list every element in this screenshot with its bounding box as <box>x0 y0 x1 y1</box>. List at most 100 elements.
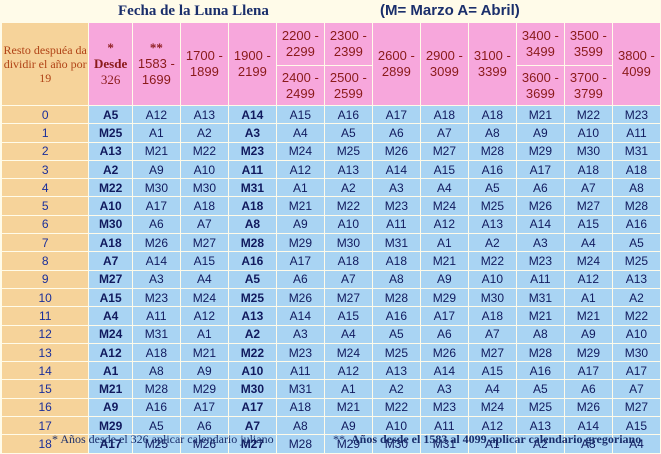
table-cell: M28 <box>228 234 276 252</box>
row-remainder: 17 <box>2 417 89 435</box>
table-cell: A14 <box>516 215 564 234</box>
table-cell: A18 <box>324 252 372 270</box>
table-cell: A9 <box>420 270 468 288</box>
table-row: 17 M29 A5 A6 A7 A8 A9 A10 A11 A12 A13 A14 A15 <box>2 417 660 435</box>
table-cell: A13 <box>516 417 564 435</box>
table-cell: A11 <box>228 160 276 179</box>
row-remainder: 8 <box>2 252 89 270</box>
table-cell: A9 <box>180 362 228 380</box>
table-cell: A5 <box>612 234 660 252</box>
table-cell: A18 <box>132 343 180 362</box>
table-cell: M27 <box>180 234 228 252</box>
table-cell: M23 <box>420 398 468 417</box>
table-cell: A11 <box>372 215 420 234</box>
table-row: 5 A10 A17 A18 A18 M21 M22 M23 M24 M25 M26 M27 M28 <box>2 197 660 215</box>
table-cell: A10 <box>468 270 516 288</box>
table-cell: A5 <box>228 270 276 288</box>
table-cell: A1 <box>276 179 324 197</box>
header-range: 2600 - 2899 <box>372 23 420 105</box>
table-cell: A17 <box>276 252 324 270</box>
table-cell: A17 <box>228 398 276 417</box>
table-cell: M29 <box>564 343 612 362</box>
table-cell: A14 <box>372 160 420 179</box>
table-row: 11 A4 A11 A12 A13 A14 A15 A16 A17 A18 M21 M21 M22 <box>2 307 660 325</box>
table-cell: A16 <box>228 252 276 270</box>
table-cell: M26 <box>420 343 468 362</box>
table-cell: A12 <box>180 307 228 325</box>
table-cell: A1 <box>89 362 132 380</box>
table-row: 12 M24 M31 A1 A2 A3 A4 A5 A6 A7 A8 A9 A10 <box>2 325 660 343</box>
table-cell: A18 <box>228 197 276 215</box>
header-range: 2400 - 2499 <box>276 66 324 105</box>
table-cell: A4 <box>468 380 516 398</box>
table-cell: A10 <box>324 215 372 234</box>
table-cell: M26 <box>372 142 420 160</box>
table-cell: M29 <box>516 142 564 160</box>
table-cell: M30 <box>89 215 132 234</box>
table-cell: A5 <box>372 325 420 343</box>
table-cell: M31 <box>612 142 660 160</box>
table-cell: A15 <box>564 215 612 234</box>
table-cell: A18 <box>564 160 612 179</box>
table-cell: M24 <box>420 197 468 215</box>
table-cell: M27 <box>228 435 276 453</box>
table-cell: A17 <box>420 307 468 325</box>
table-cell: A18 <box>276 398 324 417</box>
header-julian-mark: * <box>107 40 114 55</box>
table-cell: M27 <box>324 288 372 307</box>
table-cell: A17 <box>89 435 132 453</box>
table-cell: M21 <box>276 197 324 215</box>
table-cell: A17 <box>564 362 612 380</box>
table-cell: A7 <box>564 179 612 197</box>
table-row: 14 A1 A8 A9 A10 A11 A12 A13 A14 A15 A16 A17 A17 <box>2 362 660 380</box>
row-remainder: 5 <box>2 197 89 215</box>
header-range: 3400 - 3499 <box>516 23 564 65</box>
table-cell: A17 <box>372 106 420 124</box>
table-cell: M28 <box>612 197 660 215</box>
table-row: 1 M25 A1 A2 A3 A4 A5 A6 A7 A8 A9 A10 A11 <box>2 124 660 142</box>
header-range: 3600 - 3699 <box>516 66 564 105</box>
table-cell: M22 <box>180 142 228 160</box>
table-cell: A8 <box>516 325 564 343</box>
table-cell: A13 <box>468 215 516 234</box>
table-cell: M25 <box>468 197 516 215</box>
table-cell: A12 <box>89 343 132 362</box>
header-range: 2200 - 2299 <box>276 23 324 65</box>
table-cell: M29 <box>89 417 132 435</box>
table-cell: M30 <box>612 343 660 362</box>
table-cell: A18 <box>612 160 660 179</box>
table-cell: A14 <box>228 106 276 124</box>
title-row: Fecha de la Luna Llena (M= Marzo A= Abri… <box>0 0 661 24</box>
table-cell: A4 <box>564 234 612 252</box>
table-cell: A2 <box>89 160 132 179</box>
table-cell: M31 <box>276 380 324 398</box>
table-cell: A11 <box>132 307 180 325</box>
table-cell: A16 <box>132 398 180 417</box>
table-cell: A5 <box>516 380 564 398</box>
table-cell: A12 <box>420 215 468 234</box>
table-cell: A9 <box>516 124 564 142</box>
table-cell: M22 <box>468 252 516 270</box>
table-cell: M21 <box>89 380 132 398</box>
table-cell: A8 <box>228 215 276 234</box>
table-cell: A6 <box>420 325 468 343</box>
table-cell: A7 <box>612 380 660 398</box>
table-cell: M30 <box>180 179 228 197</box>
table-cell: M24 <box>324 343 372 362</box>
table-cell: M24 <box>276 142 324 160</box>
table-cell: M26 <box>564 398 612 417</box>
table-cell: A8 <box>372 270 420 288</box>
footer-note-julian: * Años desde el 326 aplicar calendario j… <box>52 432 274 446</box>
table-row: 16 A9 A16 A17 A17 A18 M21 M22 M23 M24 M25 M26 M27 <box>2 398 660 417</box>
table-cell: M27 <box>612 398 660 417</box>
table-cell: M29 <box>420 288 468 307</box>
header-gregorian-start: ** 1583 - 1699 <box>132 23 180 105</box>
header-greg-range: 1583 - 1699 <box>137 56 175 87</box>
table-cell: A16 <box>612 215 660 234</box>
table-cell: A7 <box>324 270 372 288</box>
table-cell: M30 <box>324 234 372 252</box>
footer-note-gregorian-text: Años desde el 1583 al 4099 aplicar calen… <box>351 432 642 446</box>
table-row: 6 M30 A6 A7 A8 A9 A10 A11 A12 A13 A14 A15 A16 <box>2 215 660 234</box>
table-cell: A5 <box>468 179 516 197</box>
table-cell: M22 <box>372 398 420 417</box>
